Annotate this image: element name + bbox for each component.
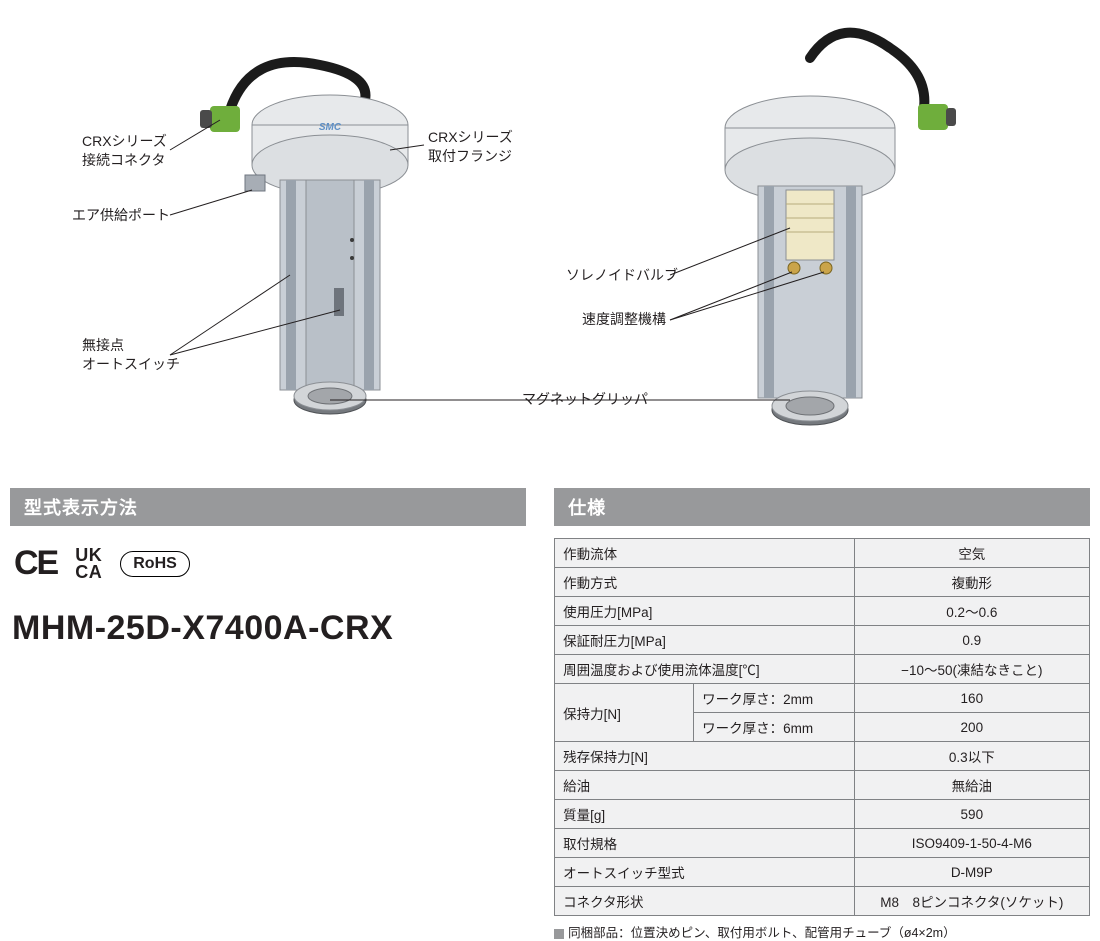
spec-value: 空気 (854, 539, 1089, 568)
spec-sublabel: ワーク厚さ：6mm (694, 713, 854, 742)
spec-sublabel: ワーク厚さ：2mm (694, 684, 854, 713)
spec-value: 590 (854, 800, 1089, 829)
spec-value: 0.9 (854, 626, 1089, 655)
spec-label: 取付規格 (555, 829, 855, 858)
spec-label: 質量[g] (555, 800, 855, 829)
callout-auto-switch: 無接点 オートスイッチ (82, 336, 180, 374)
spec-value: 160 (854, 684, 1089, 713)
spec-value: 200 (854, 713, 1089, 742)
table-row: 給油無給油 (555, 771, 1090, 800)
spec-label: 残存保持力[N] (555, 742, 855, 771)
table-row: 質量[g]590 (555, 800, 1090, 829)
header-spec: 仕様 (554, 488, 1090, 526)
spec-table: 作動流体空気作動方式複動形使用圧力[MPa]0.2～0.6保証耐圧力[MPa]0… (554, 538, 1090, 916)
callout-flange: CRXシリーズ 取付フランジ (428, 128, 513, 166)
table-row: 残存保持力[N]0.3以下 (555, 742, 1090, 771)
ukca-mark-icon: UKCA (75, 547, 102, 579)
spec-value: −10～50(凍結なきこと) (854, 655, 1089, 684)
table-row: 使用圧力[MPa]0.2～0.6 (555, 597, 1090, 626)
table-row: オートスイッチ型式D-M9P (555, 858, 1090, 887)
spec-column: 仕様 作動流体空気作動方式複動形使用圧力[MPa]0.2～0.6保証耐圧力[MP… (554, 488, 1090, 941)
spec-value: 0.2～0.6 (854, 597, 1089, 626)
spec-label: 保持力[N] (555, 684, 694, 742)
table-row: 作動方式複動形 (555, 568, 1090, 597)
spec-label: 周囲温度および使用流体温度[℃] (555, 655, 855, 684)
spec-label: 作動方式 (555, 568, 855, 597)
table-row: 保証耐圧力[MPa]0.9 (555, 626, 1090, 655)
diagram-area: SMC (0, 0, 1100, 470)
spec-value: 無給油 (854, 771, 1089, 800)
footnote: 同梱部品：位置決めピン、取付用ボルト、配管用チューブ（ø4×2m） (554, 922, 1090, 941)
spec-label: 保証耐圧力[MPa] (555, 626, 855, 655)
callout-solenoid: ソレノイドバルブ (566, 266, 678, 285)
callout-air-port: エア供給ポート (72, 206, 170, 225)
spec-label: 給油 (555, 771, 855, 800)
spec-value: 0.3以下 (854, 742, 1089, 771)
rohs-badge: RoHS (120, 551, 190, 577)
callout-connector: CRXシリーズ 接続コネクタ (82, 132, 167, 170)
spec-value: ISO9409-1-50-4-M6 (854, 829, 1089, 858)
model-number: MHM-25D-X7400A-CRX (12, 609, 526, 648)
spec-value: 複動形 (854, 568, 1089, 597)
table-row: 作動流体空気 (555, 539, 1090, 568)
callout-gripper: マグネットグリッパ (522, 390, 648, 409)
spec-label: 使用圧力[MPa] (555, 597, 855, 626)
table-row: 保持力[N]ワーク厚さ：2mm160 (555, 684, 1090, 713)
certification-row: CE UKCA RoHS (14, 544, 526, 583)
callout-speed: 速度調整機構 (582, 310, 666, 329)
spec-label: 作動流体 (555, 539, 855, 568)
model-column: 型式表示方法 CE UKCA RoHS MHM-25D-X7400A-CRX (10, 488, 526, 941)
header-model: 型式表示方法 (10, 488, 526, 526)
table-row: 周囲温度および使用流体温度[℃]−10～50(凍結なきこと) (555, 655, 1090, 684)
spec-label: オートスイッチ型式 (555, 858, 855, 887)
footnote-square-icon (554, 929, 564, 939)
spec-value: D-M9P (854, 858, 1089, 887)
ce-mark-icon: CE (14, 544, 57, 583)
table-row: 取付規格ISO9409-1-50-4-M6 (555, 829, 1090, 858)
